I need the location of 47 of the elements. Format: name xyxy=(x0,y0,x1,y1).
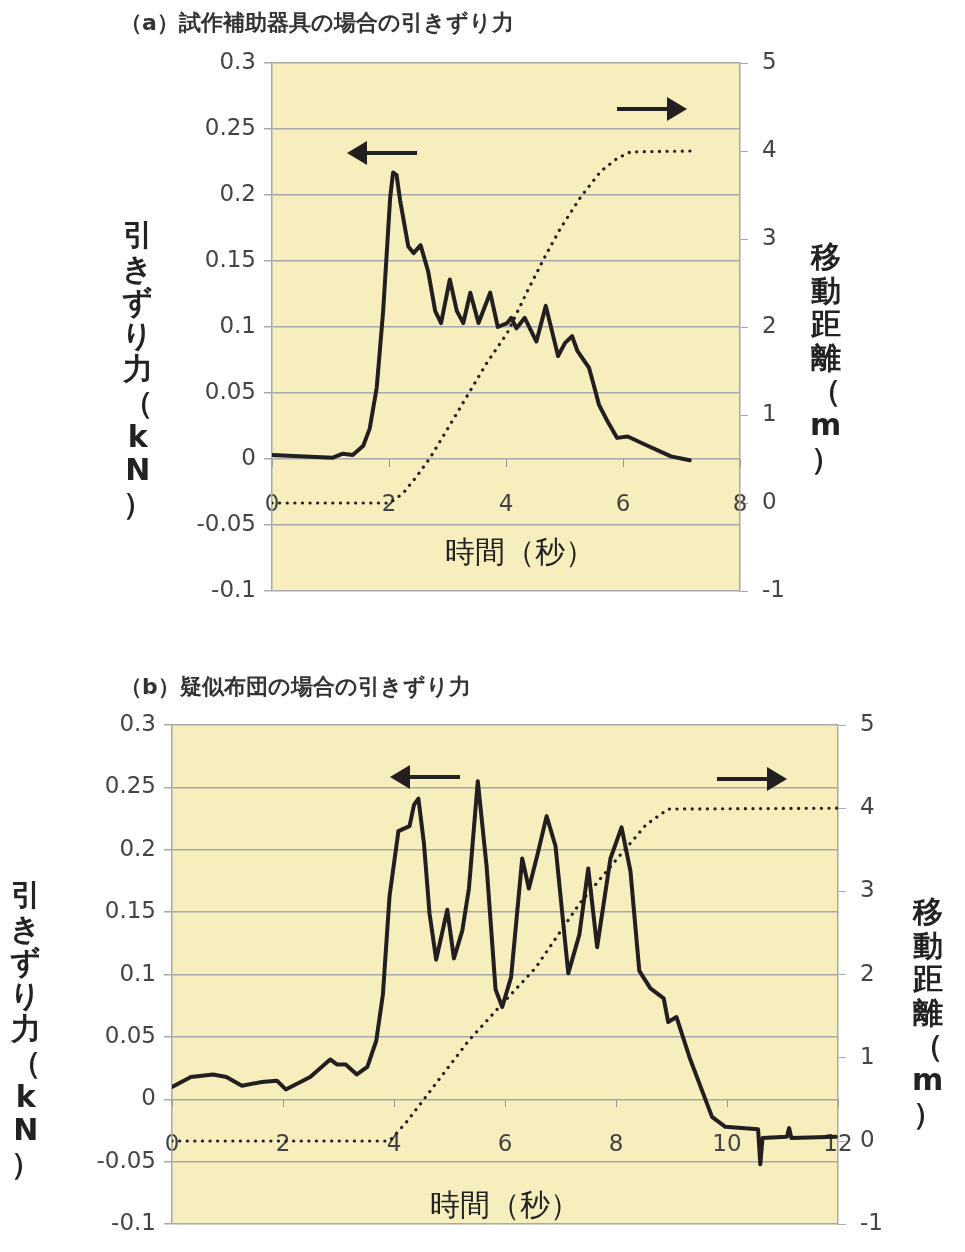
x-tick-label: 2 xyxy=(381,489,397,516)
y-tick-label: 0.15 xyxy=(104,897,156,924)
y2-tick-label: 1 xyxy=(860,1042,875,1069)
x-tick-label: 4 xyxy=(498,489,514,516)
y2-tick-label: 2 xyxy=(762,311,777,338)
y2-tick-label: -1 xyxy=(762,575,785,602)
y-tick-label: -0.1 xyxy=(111,1209,156,1236)
y-tick-label: 0.25 xyxy=(104,772,156,799)
x-tick-label: 6 xyxy=(497,1130,513,1157)
y2-axis-title: 移動距離（m） xyxy=(810,239,842,476)
y-tick-label: 0.05 xyxy=(104,1021,156,1048)
y2-tick-label: 4 xyxy=(762,135,777,162)
y2-tick-label: 5 xyxy=(762,47,777,74)
y-tick-label: 0.3 xyxy=(219,47,256,74)
text: 引きずり力（kN） xyxy=(10,877,42,1181)
x-tick-label: 6 xyxy=(615,489,631,516)
y2-tick-label: 3 xyxy=(860,876,875,903)
y2-tick-label: 2 xyxy=(860,959,875,986)
chart-title: （b）疑似布団の場合の引きずり力 xyxy=(120,673,471,701)
y-tick-label: -0.1 xyxy=(211,575,256,602)
y-tick-label: 0.05 xyxy=(204,377,256,404)
y2-tick-label: -1 xyxy=(860,1209,883,1236)
x-axis-title: 時間（秒） xyxy=(445,533,595,571)
y2-axis-title: 移動距離（m） xyxy=(912,894,944,1131)
y-tick-label: -0.05 xyxy=(96,1146,156,1173)
x-tick-label: 0 xyxy=(164,1130,180,1157)
x-tick-label: 8 xyxy=(608,1130,624,1157)
chart-title: （a）試作補助器具の場合の引きずり力 xyxy=(120,9,514,37)
y-tick-label: 0 xyxy=(241,443,256,470)
y-tick-label: 0.1 xyxy=(119,959,156,986)
x-axis-title: 時間（秒） xyxy=(430,1186,580,1224)
x-tick-label: 4 xyxy=(386,1130,402,1157)
x-tick-label: 10 xyxy=(712,1130,742,1157)
y-tick-label: 0.25 xyxy=(204,113,256,140)
y-tick-label: 0 xyxy=(141,1084,156,1111)
y-tick-label: 0.15 xyxy=(204,245,256,272)
y2-tick-label: 4 xyxy=(860,793,875,820)
x-tick-label: 0 xyxy=(264,489,280,516)
y-tick-label: 0.2 xyxy=(219,179,256,206)
y-tick-label: 0.2 xyxy=(119,834,156,861)
y-tick-label: -0.05 xyxy=(196,509,256,536)
y2-tick-label: 1 xyxy=(762,399,777,426)
y2-tick-label: 5 xyxy=(860,709,875,736)
y2-tick-label: 3 xyxy=(762,223,777,250)
y-tick-label: 0.1 xyxy=(219,311,256,338)
y-tick-label: 0.3 xyxy=(119,709,156,736)
text: 引きずり力（kN） xyxy=(122,217,154,521)
